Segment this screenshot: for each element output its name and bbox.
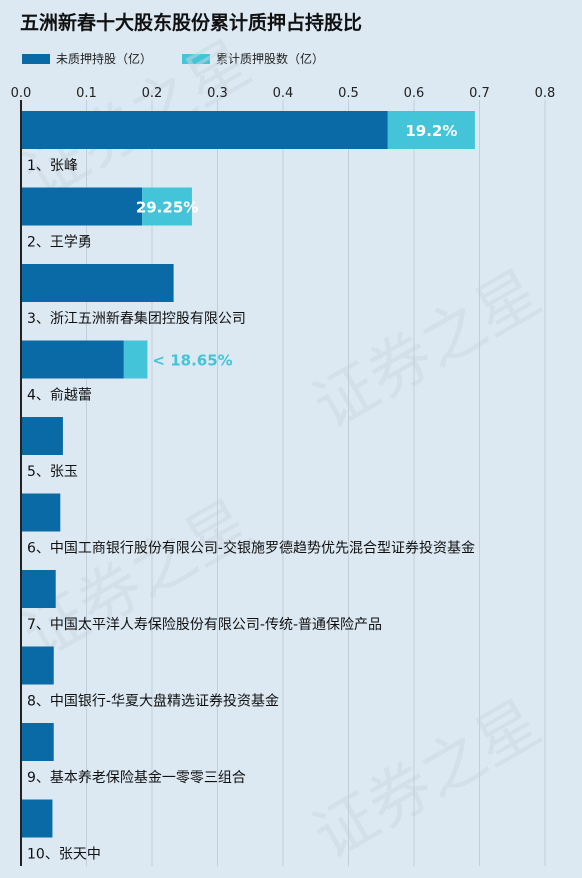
bar-pledged — [142, 187, 192, 226]
legend-label-pledged: 累计质押股数（亿） — [216, 52, 325, 66]
category-label: 3、浙江五洲新春集团控股有限公司 — [27, 310, 246, 327]
x-tick-label: 0.0 — [11, 86, 32, 101]
bar-unpledged — [21, 417, 63, 455]
data-label: 29.25% — [136, 199, 198, 217]
category-label: 8、中国银行-华夏大盘精选证券投资基金 — [27, 693, 279, 710]
category-label: 7、中国太平洋人寿保险股份有限公司-传统-普通保险产品 — [27, 616, 382, 633]
legend-label-unpledged: 未质押持股（亿） — [56, 52, 153, 66]
x-tick-label: 0.2 — [142, 86, 163, 101]
category-label: 10、张天中 — [27, 847, 101, 863]
bar-unpledged — [21, 264, 174, 302]
x-tick-label: 0.6 — [404, 86, 425, 101]
x-tick-label: 0.8 — [535, 86, 556, 101]
x-tick-label: 0.3 — [207, 86, 228, 101]
bar-unpledged — [21, 646, 54, 685]
data-label: 19.2% — [405, 122, 457, 140]
bar-unpledged — [21, 570, 56, 608]
category-label: 6、中国工商银行股份有限公司-交银施罗德趋势优先混合型证券投资基金 — [27, 540, 475, 557]
bar-unpledged — [21, 111, 388, 149]
chart-title: 五洲新春十大股东股份累计质押占持股比 — [20, 12, 363, 34]
bar-unpledged — [21, 340, 124, 379]
x-tick-label: 0.5 — [338, 86, 359, 101]
data-label: < 18.65% — [152, 352, 232, 370]
watermark-text: 证券之星 — [301, 256, 552, 443]
bar-unpledged — [21, 723, 54, 761]
x-tick-label: 0.4 — [273, 86, 294, 101]
bar-pledged — [123, 340, 148, 379]
bar-pledged — [387, 111, 475, 149]
category-label: 9、基本养老保险基金一零零三组合 — [27, 769, 246, 786]
category-label: 5、张玉 — [27, 464, 78, 480]
category-label: 1、张峰 — [27, 158, 78, 174]
watermark-text: 证券之星 — [301, 686, 552, 873]
category-label: 2、王学勇 — [27, 235, 92, 251]
bar-unpledged — [21, 187, 143, 226]
x-tick-label: 0.7 — [469, 86, 490, 101]
category-label: 4、俞越蕾 — [27, 387, 92, 404]
x-tick-label: 0.1 — [76, 86, 97, 101]
legend-swatch-pledged — [182, 54, 210, 64]
legend-swatch-unpledged — [22, 54, 50, 64]
bar-unpledged — [21, 799, 53, 838]
bar-unpledged — [21, 493, 61, 532]
